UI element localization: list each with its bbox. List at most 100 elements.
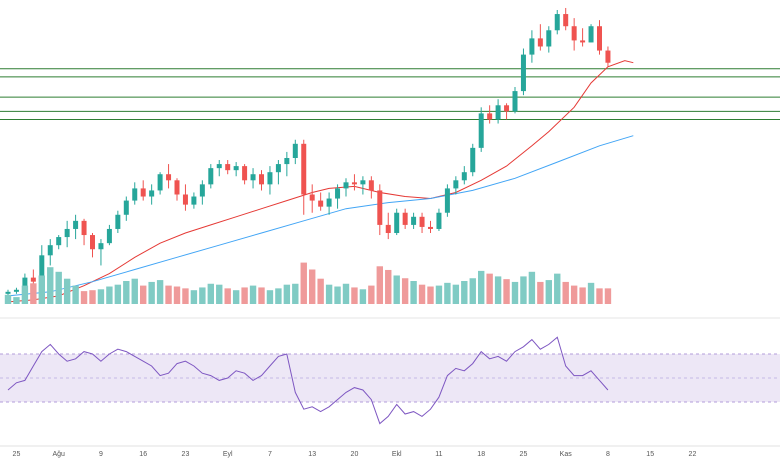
candle-body [411, 216, 417, 225]
volume-bar [359, 289, 367, 304]
moving-average-line [7, 60, 634, 303]
candle-body [233, 166, 239, 171]
candle-body [537, 38, 543, 47]
volume-bar [148, 281, 155, 304]
volume-bar [309, 269, 316, 304]
time-axis: 25 Ağu 9 16 23 Eyl 7 13 20 Ekl 11 18 25 Kas 8 15 22 [13, 451, 697, 458]
volume-bar [579, 287, 586, 304]
candle-body [563, 14, 569, 27]
candle-body [588, 26, 594, 43]
x-tick-label: 8 [606, 451, 610, 458]
candle-body [216, 164, 222, 169]
volume-bar [80, 291, 88, 304]
volume-bar [38, 275, 45, 304]
volume-bar [334, 286, 341, 304]
candle-body [394, 212, 400, 234]
volume-bar [503, 279, 510, 304]
candle-body [106, 228, 112, 244]
x-tick-label: 25 [13, 451, 21, 458]
candle-body [191, 196, 197, 205]
candle-body [368, 180, 374, 191]
candle-body [571, 26, 577, 41]
candle-body [149, 190, 155, 197]
candle-body [504, 105, 510, 112]
volume-bar [63, 278, 71, 304]
volume-bar [106, 286, 113, 304]
candle-body [132, 188, 138, 201]
volume-bar [486, 273, 493, 304]
candle-body [580, 40, 586, 43]
volume-bar [165, 285, 172, 304]
volume-bar [173, 286, 181, 304]
price-pane [0, 7, 780, 303]
candle-body [242, 166, 248, 181]
volume-bar [275, 288, 282, 304]
x-tick-label: Ekl [392, 451, 402, 458]
x-tick-label: 16 [139, 451, 147, 458]
candle-body [30, 277, 36, 282]
volume-bar [266, 290, 274, 304]
candle-body [56, 237, 62, 246]
candle-body [335, 188, 341, 199]
volume-bar [554, 273, 561, 304]
candle-body [360, 180, 366, 185]
x-tick-label: Ağu [52, 451, 65, 458]
candle-body [520, 54, 526, 92]
x-tick-label: 11 [435, 451, 442, 458]
candle-body [478, 113, 484, 148]
volume-bar [444, 282, 451, 304]
volume-bar [461, 281, 468, 304]
candle-body [250, 174, 256, 181]
volume-bar [241, 287, 248, 304]
volume-bar [537, 281, 544, 304]
volume-bar [182, 288, 189, 304]
candle-body [529, 38, 535, 55]
x-tick-label: Eyl [223, 451, 233, 458]
candle-body [419, 216, 425, 227]
volume-bar [368, 285, 375, 304]
candle-body [259, 174, 264, 185]
volume-bar [21, 285, 29, 304]
candle-body [428, 226, 433, 229]
candle-body [39, 255, 45, 282]
candle-body [90, 235, 95, 250]
volume-bar [55, 271, 62, 304]
candle-body [351, 182, 357, 185]
candle-body [309, 194, 315, 201]
volume-bar [199, 287, 206, 304]
candle-body [385, 224, 391, 234]
volume-bar [520, 276, 527, 304]
candle-body [98, 243, 104, 250]
volume-bar [190, 290, 198, 304]
volume-bar [410, 281, 417, 304]
rsi-pane [0, 336, 780, 425]
candle-body [453, 180, 459, 189]
x-tick-label: 22 [689, 451, 697, 458]
volume-bar [494, 276, 502, 304]
volume-bar [401, 278, 409, 304]
candle-body [444, 188, 450, 213]
x-tick-label: 13 [308, 451, 316, 458]
volume-bar [249, 285, 257, 304]
candle-body [182, 194, 188, 205]
x-tick-label: Kas [560, 451, 573, 458]
candle-body [284, 158, 290, 165]
volume-bar [528, 271, 536, 304]
volume-bar [283, 284, 291, 304]
volume-bar [478, 270, 485, 304]
candle-body [597, 26, 602, 51]
volume-bar [224, 288, 231, 304]
candle-body [461, 172, 467, 181]
volume-bar [376, 266, 383, 304]
volume-bar [351, 287, 358, 304]
candle-body [436, 212, 442, 229]
volume-bar [72, 285, 79, 304]
volume-bar [97, 289, 105, 304]
volume-bar [427, 286, 434, 304]
candle-body [115, 214, 121, 229]
candle-body [343, 182, 349, 189]
volume-bar [216, 284, 223, 304]
volume-bar [123, 281, 130, 304]
volume-bar [570, 285, 578, 304]
